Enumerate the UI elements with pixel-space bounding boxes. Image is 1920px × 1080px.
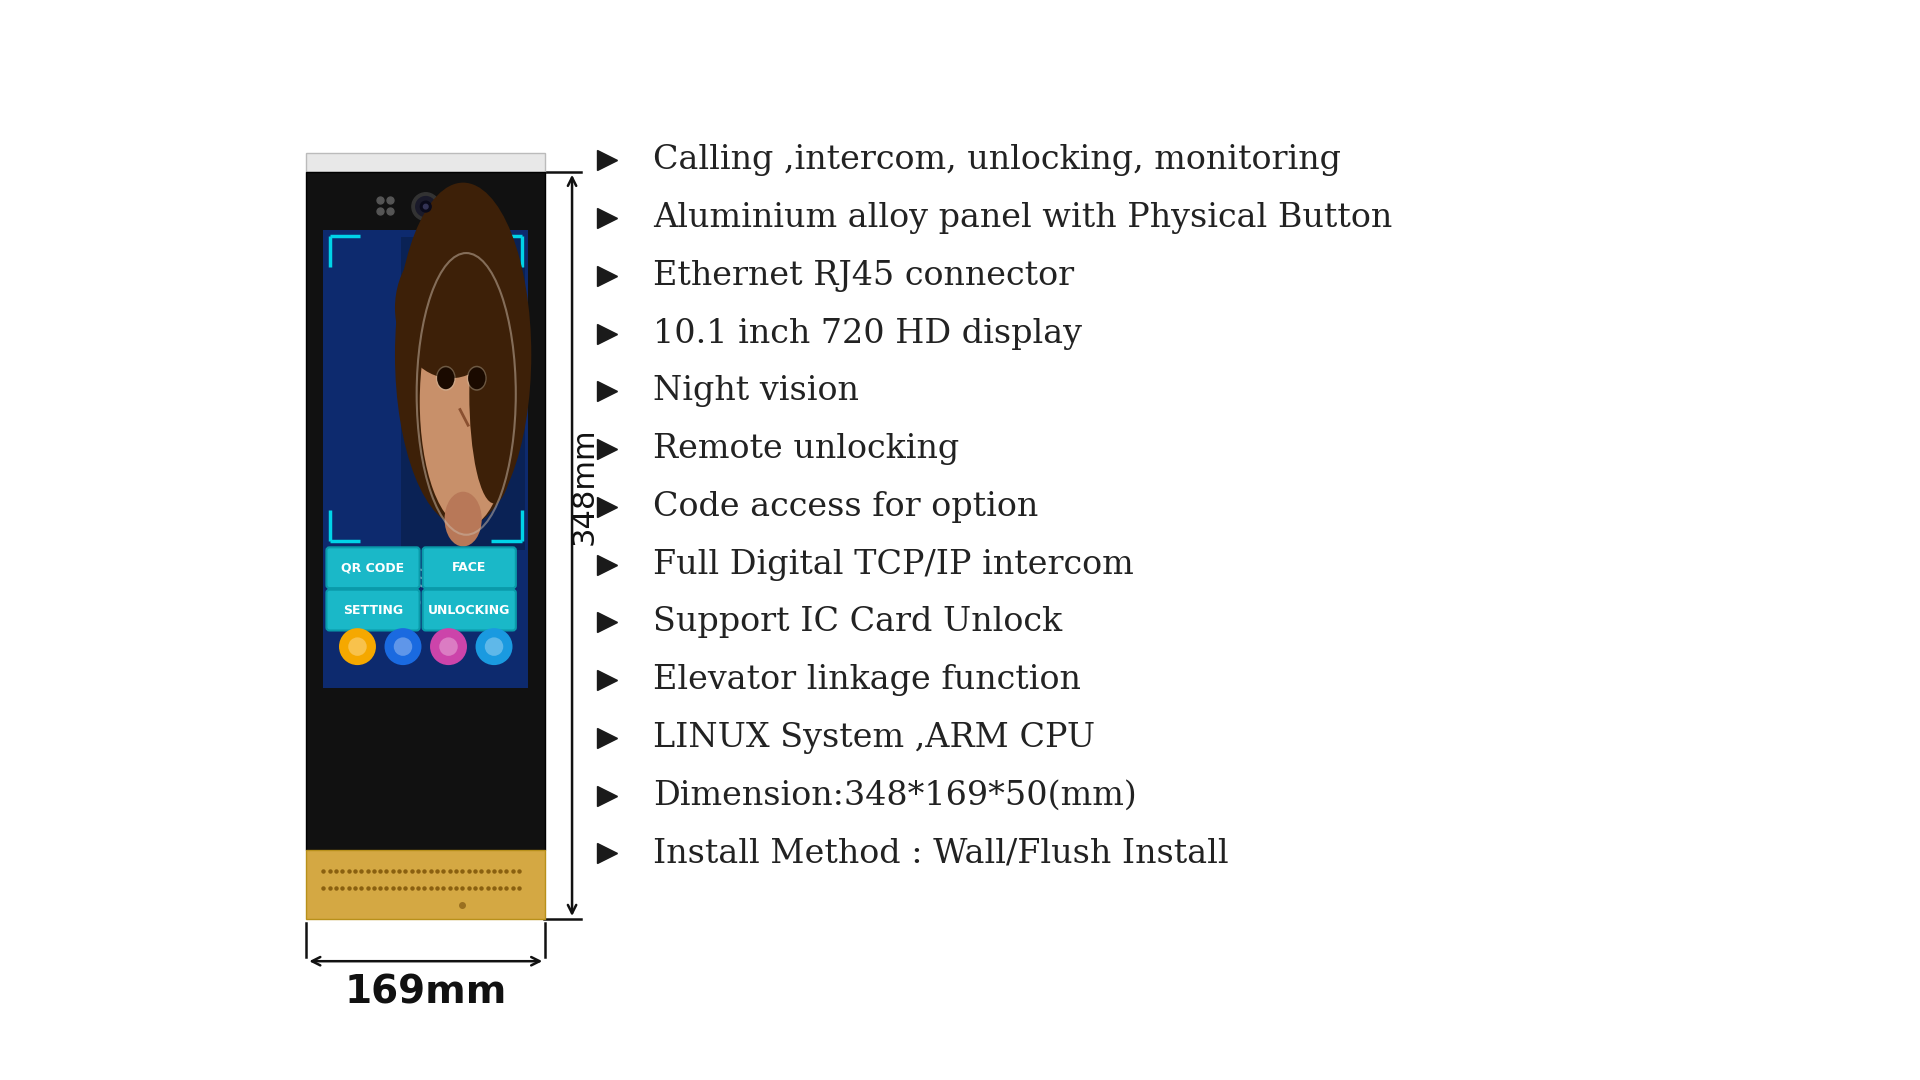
Text: Full Digital TCP/IP intercom: Full Digital TCP/IP intercom bbox=[653, 549, 1133, 581]
Circle shape bbox=[424, 204, 428, 208]
Circle shape bbox=[340, 629, 376, 665]
FancyBboxPatch shape bbox=[326, 590, 420, 631]
Ellipse shape bbox=[438, 367, 455, 389]
Ellipse shape bbox=[468, 284, 518, 503]
FancyBboxPatch shape bbox=[422, 590, 516, 631]
FancyBboxPatch shape bbox=[326, 548, 420, 589]
Ellipse shape bbox=[396, 238, 507, 378]
Circle shape bbox=[413, 192, 440, 220]
Bar bbox=[307, 172, 545, 850]
Ellipse shape bbox=[445, 491, 482, 546]
Circle shape bbox=[348, 637, 367, 656]
Circle shape bbox=[384, 629, 422, 665]
Text: 169mm: 169mm bbox=[344, 973, 507, 1012]
Ellipse shape bbox=[420, 276, 513, 527]
Ellipse shape bbox=[467, 366, 486, 391]
Text: Ethernet RJ45 connector: Ethernet RJ45 connector bbox=[653, 260, 1073, 292]
FancyBboxPatch shape bbox=[422, 548, 516, 589]
Text: Support IC Card Unlock: Support IC Card Unlock bbox=[653, 606, 1062, 638]
Text: Calling ,intercom, unlocking, monitoring: Calling ,intercom, unlocking, monitoring bbox=[653, 145, 1340, 176]
Text: QR CODE: QR CODE bbox=[342, 562, 405, 575]
Bar bbox=[307, 850, 545, 919]
Ellipse shape bbox=[436, 366, 455, 391]
Ellipse shape bbox=[468, 367, 486, 389]
Text: LINUX System ,ARM CPU: LINUX System ,ARM CPU bbox=[653, 721, 1094, 754]
Circle shape bbox=[420, 201, 432, 212]
Circle shape bbox=[476, 629, 513, 665]
Text: Aluminium alloy panel with Physical Button: Aluminium alloy panel with Physical Butt… bbox=[653, 202, 1392, 234]
Circle shape bbox=[440, 637, 457, 656]
Text: SETTING: SETTING bbox=[344, 604, 403, 617]
Text: Night vision: Night vision bbox=[653, 376, 858, 407]
Circle shape bbox=[417, 197, 436, 217]
Text: Dimension:348*169*50(mm): Dimension:348*169*50(mm) bbox=[653, 780, 1137, 812]
Text: UNLOCKING: UNLOCKING bbox=[428, 604, 511, 617]
Bar bbox=[401, 238, 524, 551]
Bar bbox=[307, 152, 545, 172]
Ellipse shape bbox=[396, 183, 532, 527]
Text: 348mm: 348mm bbox=[570, 428, 599, 545]
Bar bbox=[401, 238, 524, 551]
Text: Elevator linkage function: Elevator linkage function bbox=[653, 664, 1081, 697]
Circle shape bbox=[394, 637, 413, 656]
Text: Remote unlocking: Remote unlocking bbox=[653, 433, 960, 465]
Text: Install Method : Wall/Flush Install: Install Method : Wall/Flush Install bbox=[653, 837, 1229, 869]
Text: FACE: FACE bbox=[451, 562, 486, 575]
Text: Code access for option: Code access for option bbox=[653, 491, 1039, 523]
Circle shape bbox=[484, 637, 503, 656]
Bar bbox=[323, 230, 528, 688]
Circle shape bbox=[430, 629, 467, 665]
Text: 10.1 inch 720 HD display: 10.1 inch 720 HD display bbox=[653, 318, 1081, 350]
